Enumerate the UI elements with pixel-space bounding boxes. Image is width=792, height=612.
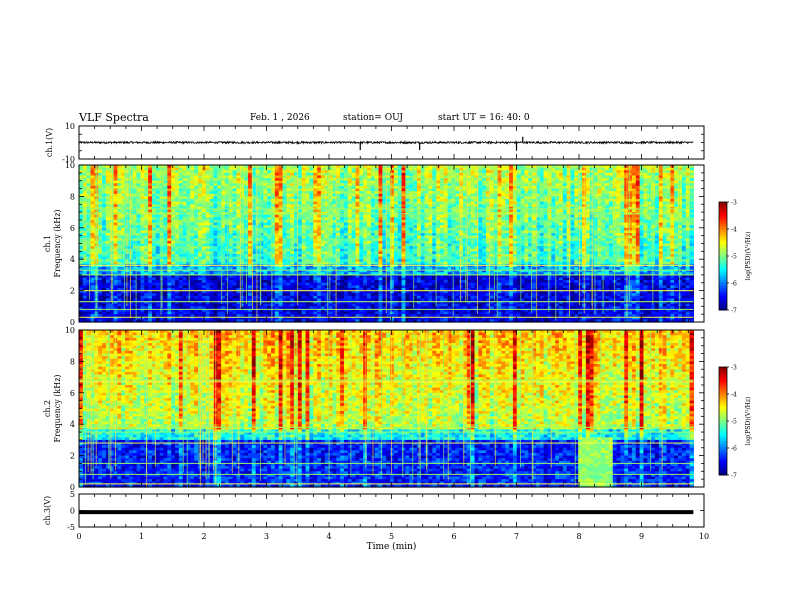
ch2-spectrogram-ytick-label: 10 bbox=[65, 326, 75, 335]
x-tick-label: 10 bbox=[699, 532, 709, 541]
ch1-spectrogram-colorbar-tick-label: -5 bbox=[731, 254, 737, 261]
station-label: station= OUJ bbox=[343, 113, 404, 123]
ch1-spectrogram-ytick-label: 0 bbox=[70, 318, 75, 327]
ch1-spectrogram-colorbar-tick-label: -6 bbox=[731, 281, 737, 288]
ch2-spectrogram-ytick-label: 2 bbox=[70, 452, 75, 461]
start-time-label: start UT = 16: 40: 0 bbox=[438, 113, 530, 123]
x-axis-label: Time (min) bbox=[367, 541, 417, 552]
ch2-spectrogram-colorbar-tick-label: -5 bbox=[731, 419, 737, 426]
ch3-ytick-label: 5 bbox=[70, 490, 75, 499]
ch1-spectrogram-colorbar bbox=[719, 202, 727, 311]
ch1-trace bbox=[78, 139, 694, 145]
x-tick-label: 3 bbox=[264, 532, 269, 541]
x-tick-label: 5 bbox=[389, 532, 394, 541]
ch1-spectrogram-ytick-label: 10 bbox=[65, 161, 75, 170]
ch2-spectrogram-colorbar-label: log(PSD)(V²/Hz) bbox=[745, 397, 752, 446]
ch1-ytick-label: 10 bbox=[65, 122, 75, 131]
ch2-spectrogram-ytick-label: 4 bbox=[70, 420, 75, 429]
ch2-spectrogram-colorbar bbox=[719, 367, 727, 476]
x-tick-label: 1 bbox=[139, 532, 144, 541]
ch1-spectrogram-ytick-label: 4 bbox=[70, 255, 75, 264]
x-tick-label: 7 bbox=[514, 532, 519, 541]
figure-title: VLF Spectra bbox=[79, 111, 149, 124]
ch1-ylabel: ch.1(V) bbox=[45, 128, 54, 157]
ch1-spectrogram-ytick-label: 6 bbox=[70, 224, 75, 233]
ch3-ytick-label: -5 bbox=[67, 523, 75, 532]
ch2-spectrogram-colorbar-tick-label: -7 bbox=[731, 473, 737, 480]
ch2-spectrogram-ylabel: ch.2 bbox=[43, 400, 52, 417]
ch2-spectrogram-ytick-label: 6 bbox=[70, 389, 75, 398]
ch1-ytick-label: -10 bbox=[62, 155, 75, 164]
x-tick-label: 9 bbox=[639, 532, 644, 541]
ch1-spectrogram-colorbar-tick-label: -3 bbox=[731, 200, 737, 207]
ch2-spectrogram-colorbar-tick-label: -4 bbox=[731, 392, 737, 399]
ch2-spectrogram-ytick-label: 8 bbox=[70, 357, 75, 366]
ch3-ytick-label: 0 bbox=[70, 507, 75, 516]
ch2-spectrogram-ytick-label: 0 bbox=[70, 483, 75, 492]
x-tick-label: 6 bbox=[451, 532, 456, 541]
x-tick-label: 4 bbox=[326, 532, 331, 541]
ch2-spectrogram-colorbar-tick-label: -6 bbox=[731, 446, 737, 453]
ch3-ylabel: ch.3(V) bbox=[43, 496, 52, 525]
ch2-spectrogram-colorbar-tick-label: -3 bbox=[731, 365, 737, 372]
date-label: Feb. 1 , 2026 bbox=[250, 113, 310, 123]
ch1-spectrogram-ytick-label: 8 bbox=[70, 192, 75, 201]
ch1-spectrogram-colorbar-tick-label: -7 bbox=[731, 308, 737, 315]
x-tick-label: 2 bbox=[201, 532, 206, 541]
x-tick-label: 8 bbox=[576, 532, 581, 541]
ch1-spectrogram-ylabel: ch.1 bbox=[43, 235, 52, 252]
ch1-spectrogram-colorbar-tick-label: -4 bbox=[731, 227, 737, 234]
ch1-spectrogram-ylabel2: Frequency (kHz) bbox=[53, 209, 62, 277]
ch1-spectrogram-colorbar-label: log(PSD)(V²/Hz) bbox=[745, 232, 752, 281]
x-tick-label: 0 bbox=[76, 532, 81, 541]
ch2-spectrogram-ylabel2: Frequency (kHz) bbox=[53, 374, 62, 442]
ch1-spectrogram-image bbox=[79, 165, 694, 323]
ch1-spectrogram-ytick-label: 2 bbox=[70, 287, 75, 296]
